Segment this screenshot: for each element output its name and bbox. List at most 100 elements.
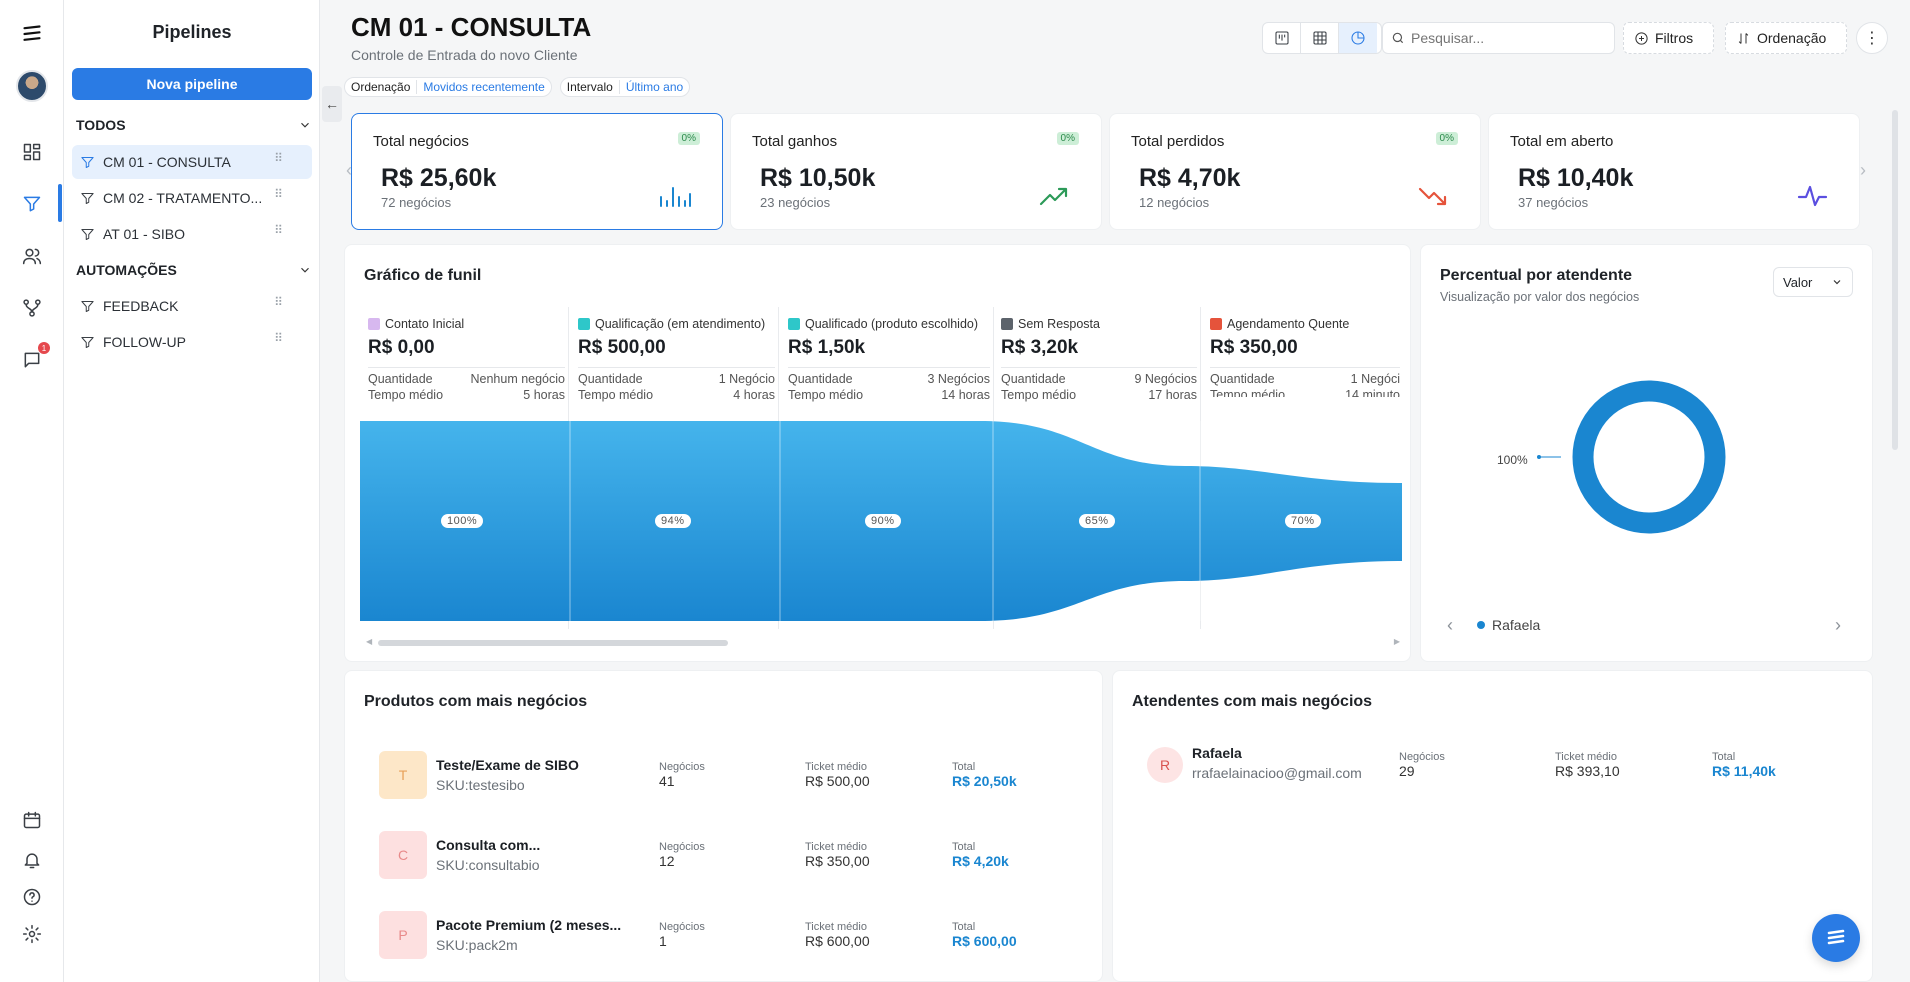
chevron-down-icon	[301, 122, 309, 128]
chat-icon[interactable]	[20, 348, 44, 372]
chart-view-button[interactable]	[1339, 23, 1377, 53]
drag-handle-icon[interactable]: ⠿	[274, 151, 283, 165]
section-todos[interactable]: TODOS	[76, 114, 312, 136]
stage-value: R$ 3,20k	[1001, 337, 1079, 358]
stage-percent-label: 70%	[1285, 514, 1321, 528]
col-ticket-label: Ticket médio	[805, 761, 867, 773]
sort-chip[interactable]: Ordenação Movidos recentemente	[344, 77, 552, 97]
scroll-left-icon[interactable]: ◀	[366, 637, 373, 646]
stage-time: 14 minuto	[1345, 388, 1400, 397]
kpi-total-deals[interactable]: Total negócios 0% R$ 25,60k 72 negócios	[351, 113, 723, 230]
time-label: Tempo médio	[788, 388, 864, 402]
stage-qty: 9 Negócios	[1134, 372, 1197, 386]
kpi-total-won[interactable]: Total ganhos 0% R$ 10,50k 23 negócios	[730, 113, 1102, 230]
donut-subtitle: Visualização por valor dos negócios	[1440, 290, 1640, 304]
sort-button[interactable]: Ordenação	[1725, 22, 1847, 54]
drag-handle-icon[interactable]: ⠿	[274, 295, 283, 309]
donut-percent-label: 100%	[1497, 453, 1528, 467]
funnel-icon[interactable]	[20, 192, 44, 216]
kpi-percent-badge: 0%	[1056, 132, 1079, 145]
metric-select[interactable]: Valor	[1773, 267, 1853, 297]
legend-prev-arrow[interactable]: ‹	[1447, 615, 1453, 635]
active-indicator	[58, 184, 62, 222]
funnel-icon	[81, 336, 94, 348]
funnel-stage-3[interactable]: Qualificado (produto escolhido) R$ 1,50k…	[788, 317, 990, 402]
product-row[interactable]: C Consulta com... SKU:consultabio Negóci…	[379, 831, 1079, 881]
pie-chart-icon	[1351, 31, 1365, 45]
drag-handle-icon[interactable]: ⠿	[274, 331, 283, 345]
kpi-total-lost[interactable]: Total perdidos 0% R$ 4,70k 12 negócios	[1109, 113, 1481, 230]
new-pipeline-button[interactable]: Nova pipeline	[72, 68, 312, 100]
funnel-stage-2[interactable]: Qualificação (em atendimento) R$ 500,00 …	[578, 317, 775, 402]
activity-icon	[1797, 185, 1828, 207]
kpi-next-arrow[interactable]: ›	[1860, 160, 1866, 180]
stage-percent-label: 90%	[865, 514, 901, 528]
section-automacoes[interactable]: AUTOMAÇÕES	[76, 259, 312, 281]
sidebar-item-cm02[interactable]: CM 02 - TRATAMENTO... ⠿	[72, 181, 312, 215]
product-ticket: R$ 350,00	[805, 853, 870, 869]
users-icon[interactable]	[20, 244, 44, 268]
plus-circle-icon	[1635, 31, 1648, 45]
kpi-prev-arrow[interactable]: ‹	[346, 160, 352, 180]
sidebar-item-at01[interactable]: AT 01 - SIBO ⠿	[72, 217, 312, 251]
donut-label-dot	[1537, 455, 1541, 459]
vertical-scrollbar[interactable]	[1892, 110, 1898, 450]
filter-chips: Ordenação Movidos recentemente Intervalo…	[344, 77, 691, 97]
sidebar-item-feedback[interactable]: FEEDBACK ⠿	[72, 289, 312, 323]
product-row[interactable]: T Teste/Exame de SIBO SKU:testesibo Negó…	[379, 751, 1079, 801]
stage-qty: 3 Negócios	[927, 372, 990, 386]
sidebar-title: Pipelines	[152, 22, 232, 42]
col-ticket-label: Ticket médio	[805, 841, 867, 853]
funnel-stage-5[interactable]: Agendamento Quente R$ 350,00 Quantidade 1…	[1210, 317, 1400, 397]
scroll-thumb[interactable]	[378, 640, 728, 646]
attendant-total: R$ 11,40k	[1712, 763, 1776, 779]
calendar-icon[interactable]	[20, 808, 44, 832]
kpi-total-open[interactable]: Total em aberto R$ 10,40k 37 negócios	[1488, 113, 1860, 230]
table-view-button[interactable]	[1301, 23, 1339, 53]
stage-value: R$ 350,00	[1210, 337, 1298, 358]
bar-chart-icon	[660, 187, 691, 207]
pipelines-sidebar: Pipelines Nova pipeline TODOS CM 01 - CO…	[64, 0, 320, 982]
dashboard-icon[interactable]	[20, 140, 44, 164]
product-row[interactable]: P Pacote Premium (2 meses... SKU:pack2m …	[379, 911, 1079, 961]
col-total-label: Total	[952, 921, 976, 933]
funnel-stage-1[interactable]: Contato Inicial R$ 0,00 Quantidade Nenhum…	[368, 317, 565, 402]
legend-dot	[1477, 621, 1485, 629]
scroll-right-icon[interactable]: ▶	[1393, 637, 1400, 646]
sidebar-item-cm01[interactable]: CM 01 - CONSULTA ⠿	[72, 145, 312, 179]
drag-handle-icon[interactable]: ⠿	[274, 187, 283, 201]
help-icon[interactable]	[20, 885, 44, 909]
user-avatar[interactable]	[16, 70, 48, 102]
bell-icon[interactable]	[20, 848, 44, 872]
interval-chip[interactable]: Intervalo Último ano	[559, 77, 691, 97]
funnel-stage-4[interactable]: Sem Resposta R$ 3,20k Quantidade 9 Negóci…	[1001, 317, 1197, 402]
col-deals-label: Negócios	[659, 841, 705, 853]
more-options-button[interactable]: ⋮	[1856, 22, 1888, 54]
attendant-row[interactable]: R Rafaela rrafaelainacioo@gmail.com Negó…	[1147, 745, 1847, 785]
kpi-subtext: 12 negócios	[1139, 195, 1210, 210]
donut-legend[interactable]: Rafaela	[1477, 617, 1540, 633]
stage-time: 4 horas	[733, 388, 775, 402]
top-products-card: Produtos com mais negócios T Teste/Exame…	[344, 670, 1103, 982]
flow-icon[interactable]	[20, 296, 44, 320]
arrow-left-icon: ←	[325, 96, 339, 112]
search-input[interactable]	[1411, 30, 1591, 46]
horizontal-scrollbar[interactable]: ◀ ▶	[366, 637, 1400, 646]
stage-value: R$ 500,00	[578, 337, 666, 358]
search-box[interactable]	[1382, 22, 1615, 54]
collapse-sidebar-button[interactable]: ←	[322, 86, 342, 122]
settings-icon[interactable]	[20, 922, 44, 946]
kanban-view-button[interactable]	[1263, 23, 1301, 53]
logo-icon[interactable]	[20, 22, 44, 46]
sidebar-item-label: FOLLOW-UP	[103, 334, 186, 350]
drag-handle-icon[interactable]: ⠿	[274, 223, 283, 237]
sort-icon	[1738, 32, 1749, 44]
assistant-button[interactable]	[1812, 914, 1860, 962]
sidebar-item-followup[interactable]: FOLLOW-UP ⠿	[72, 325, 312, 359]
stage-percent-label: 65%	[1079, 514, 1115, 528]
funnel-card: Gráfico de funil Contato Inicial R$ 0,00…	[344, 244, 1411, 662]
kpi-row: Total negócios 0% R$ 25,60k 72 negócios …	[351, 113, 1860, 230]
legend-next-arrow[interactable]: ›	[1835, 615, 1841, 635]
filters-button[interactable]: Filtros	[1623, 22, 1714, 54]
qty-label: Quantidade	[368, 372, 433, 386]
